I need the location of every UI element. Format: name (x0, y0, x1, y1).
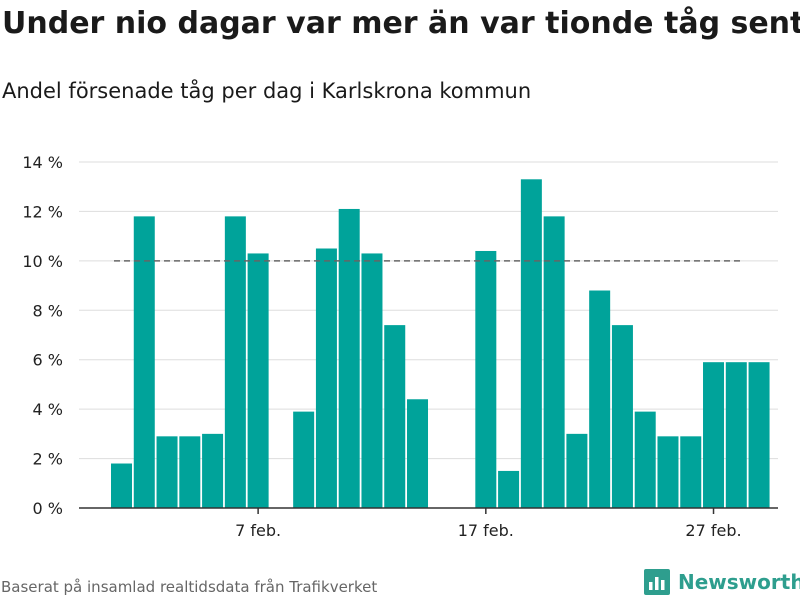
bar (315, 248, 337, 508)
bar (293, 411, 315, 508)
bar (520, 179, 542, 509)
bar (407, 399, 429, 508)
gridlines (79, 161, 778, 460)
newsworthy-bar-chart-logo-icon (644, 569, 670, 595)
bar (657, 436, 679, 508)
x-axis-ticks: 7 feb. 17 feb. 27 feb. (235, 508, 742, 540)
bar (384, 325, 406, 508)
newsworthy-logo-text: Newsworthy (678, 570, 800, 594)
bar (361, 253, 383, 508)
bar (543, 216, 565, 508)
bar (611, 325, 633, 508)
bar (111, 463, 132, 508)
y-tick-label: 8 % (33, 301, 63, 320)
bar (224, 216, 246, 508)
x-tick-label: 27 feb. (685, 521, 741, 540)
bar (589, 290, 611, 508)
y-tick-label: 10 % (22, 252, 63, 271)
bar (133, 216, 155, 508)
newsworthy-logo: Newsworthy (644, 569, 800, 595)
bar (475, 250, 497, 508)
y-axis-ticks: 0 % 2 % 4 % 6 % 8 % 10 % 12 % 14 % (22, 153, 63, 518)
x-tick-label: 7 feb. (235, 521, 281, 540)
y-tick-label: 14 % (22, 153, 63, 172)
chart-subtitle: Andel försenade tåg per dag i Karlskrona… (2, 79, 532, 103)
bar (748, 362, 770, 508)
bar (725, 362, 747, 508)
bar (338, 208, 360, 508)
y-tick-label: 6 % (33, 351, 63, 370)
source-note: Baserat på insamlad realtidsdata från Tr… (1, 578, 378, 596)
bar (156, 436, 178, 508)
y-tick-label: 12 % (22, 202, 63, 221)
x-tick-label: 17 feb. (458, 521, 514, 540)
bar (566, 433, 588, 508)
y-tick-label: 4 % (33, 400, 63, 419)
bar (680, 436, 702, 508)
chart-title: Under nio dagar var mer än var tionde tå… (2, 6, 800, 41)
bar (202, 433, 224, 508)
bar (634, 411, 656, 508)
bar (247, 253, 269, 508)
y-tick-label: 2 % (33, 450, 63, 469)
y-tick-label: 0 % (33, 499, 63, 518)
bar (498, 470, 520, 508)
bar (703, 362, 725, 508)
bar (179, 436, 201, 508)
